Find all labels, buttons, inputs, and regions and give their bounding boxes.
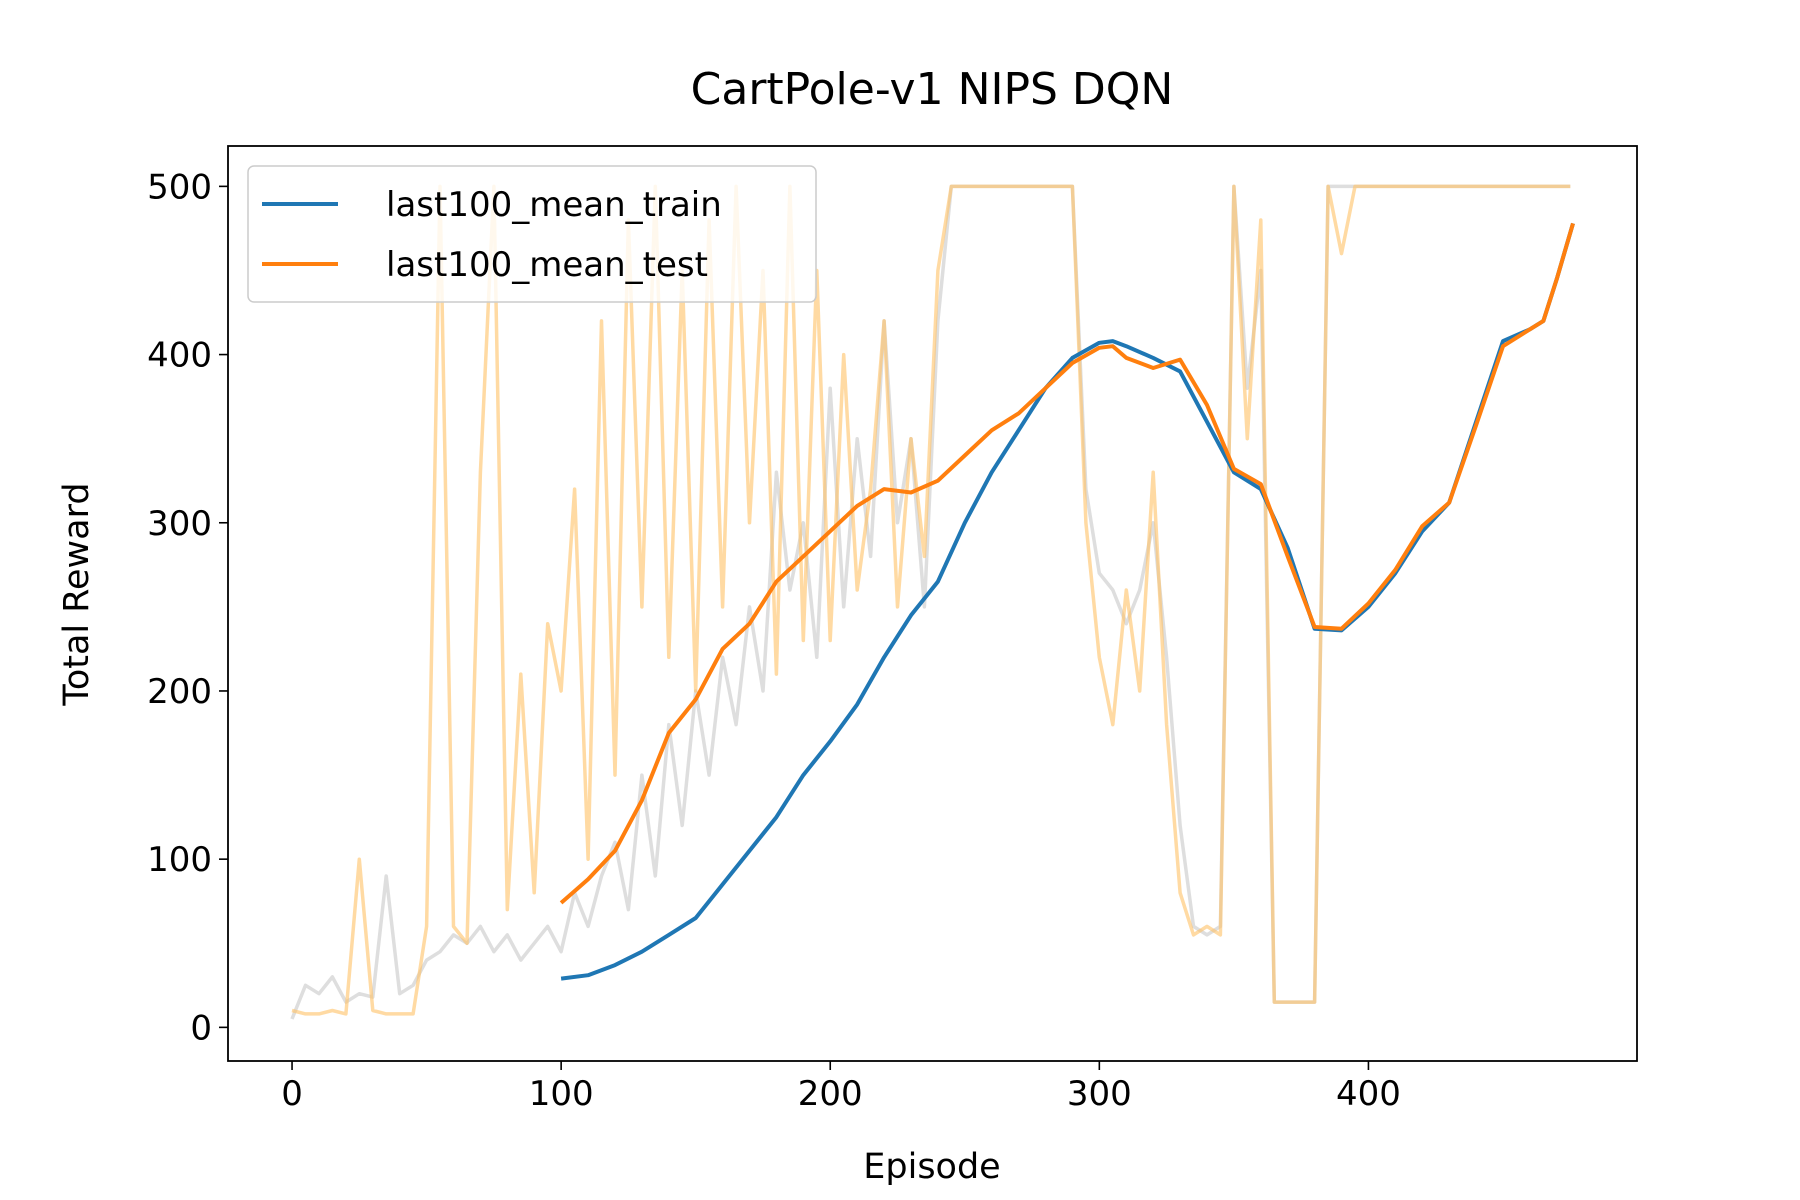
y-tick-label: 0 (190, 1008, 212, 1048)
chart-title: CartPole-v1 NIPS DQN (691, 64, 1174, 115)
x-axis-label: Episode (863, 1147, 1000, 1187)
x-tick-label: 400 (1336, 1074, 1401, 1114)
legend-box (247, 165, 817, 303)
legend-label: last100_mean_test (386, 245, 708, 285)
plot-frame (227, 145, 1638, 1062)
y-tick-label: 200 (147, 672, 212, 712)
x-tick-label: 200 (798, 1074, 863, 1114)
y-tick-label: 300 (147, 504, 212, 544)
legend: last100_mean_train last100_mean_test (247, 165, 817, 303)
raw-line (291, 184, 1571, 1016)
y-tick-label: 400 (147, 336, 212, 376)
x-tick-label: 300 (1067, 1074, 1132, 1114)
y-axis-label: Total Reward (57, 482, 97, 706)
x-tick-label: 0 (281, 1074, 303, 1114)
series-line (560, 222, 1575, 981)
y-tick-label: 500 (147, 167, 212, 207)
series-line (559, 222, 1575, 905)
y-tick-label: 100 (147, 840, 212, 880)
x-tick-label: 100 (529, 1074, 594, 1114)
legend-label: last100_mean_train (386, 185, 722, 225)
